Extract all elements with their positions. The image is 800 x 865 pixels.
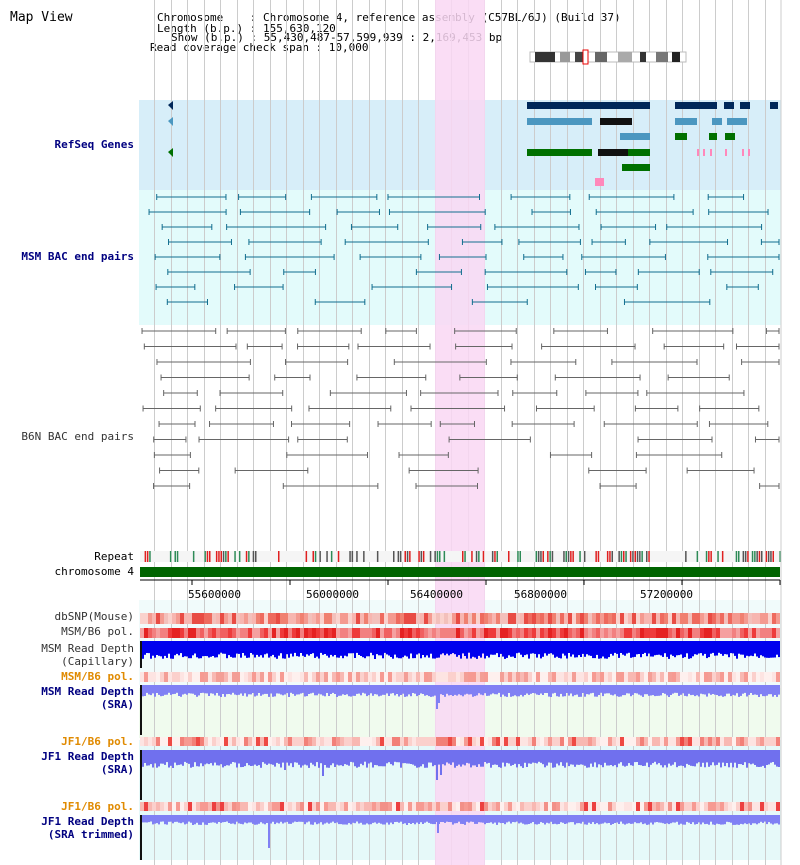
refseq-label[interactable]: RefSeq Genes (54, 138, 134, 151)
jf1-depth-trim-sub: (SRA trimmed) (47, 828, 134, 841)
repeat-track (140, 551, 781, 562)
jf1-depth-sra-sub: (SRA) (100, 763, 134, 776)
msm-b6-pol-heat-track-2 (140, 672, 780, 682)
msm-depth-sra-sub: (SRA) (100, 698, 134, 711)
jf1-b6-pol-label-2: JF1/B6 pol. (61, 800, 134, 813)
jf1-b6-pol-heat-track (140, 737, 780, 746)
jf1-sra-depth-track (140, 750, 780, 800)
chromosome-label: chromosome 4 (54, 565, 134, 578)
jf1-b6-pol-label: JF1/B6 pol. (61, 735, 134, 748)
b6n-bac-track (141, 328, 780, 489)
refseq-gene-track (168, 101, 778, 186)
position-axis (140, 579, 781, 585)
jf1-depth-sra-label: JF1 Read Depth (41, 750, 134, 763)
chromosome-bar (140, 567, 780, 577)
axis-tick-label: 57200000 (640, 588, 693, 601)
coverage-span-info: Read coverage check span : 10,000 (150, 41, 369, 54)
msm-b6-pol-heat-track (140, 628, 780, 638)
msm-capillary-depth-track (140, 641, 780, 668)
axis-tick-label: 56000000 (306, 588, 359, 601)
chromosome-ideogram (529, 49, 687, 65)
dbsnp-heat-track (140, 613, 780, 624)
jf1-b6-pol-heat-track-2 (140, 802, 780, 811)
axis-tick-label: 56800000 (514, 588, 567, 601)
msm-depth-capillary-sub: (Capillary) (61, 655, 134, 668)
jf1-depth-trim-label: JF1 Read Depth (41, 815, 134, 828)
axis-tick-label: 56400000 (410, 588, 463, 601)
repeat-label: Repeat (94, 550, 134, 563)
b6n-bac-label[interactable]: B6N BAC end pairs (21, 430, 134, 443)
msm-b6-pol-label: MSM/B6 pol. (61, 625, 134, 638)
msm-bac-track (148, 194, 780, 305)
msm-b6-pol-label-2: MSM/B6 pol. (61, 670, 134, 683)
map-view-title: Map View (10, 10, 73, 25)
msm-sra-depth-track (140, 685, 780, 735)
msm-bac-label[interactable]: MSM BAC end pairs (21, 250, 134, 263)
msm-depth-sra-label: MSM Read Depth (41, 685, 134, 698)
axis-tick-label: 55600000 (188, 588, 241, 601)
msm-depth-capillary-label: MSM Read Depth (41, 642, 134, 655)
jf1-trimmed-depth-track (140, 815, 780, 860)
dbsnp-label: dbSNP(Mouse) (54, 610, 134, 623)
